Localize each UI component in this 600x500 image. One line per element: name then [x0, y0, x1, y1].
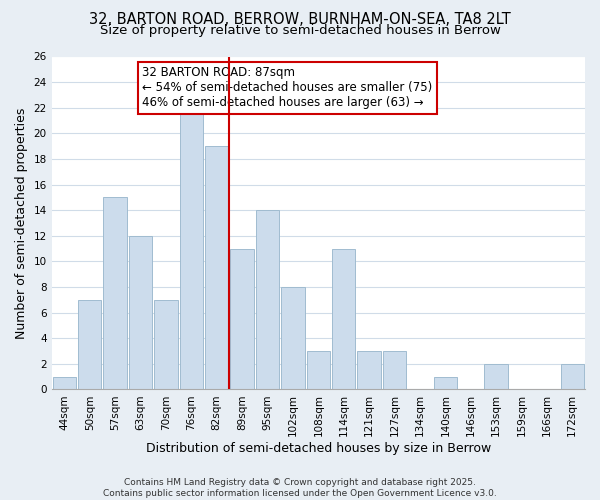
Bar — [358, 351, 381, 390]
Bar — [230, 248, 254, 390]
Bar — [434, 376, 457, 390]
X-axis label: Distribution of semi-detached houses by size in Berrow: Distribution of semi-detached houses by … — [146, 442, 491, 455]
Text: 32, BARTON ROAD, BERROW, BURNHAM-ON-SEA, TA8 2LT: 32, BARTON ROAD, BERROW, BURNHAM-ON-SEA,… — [89, 12, 511, 28]
Bar — [332, 248, 355, 390]
Bar — [383, 351, 406, 390]
Text: 32 BARTON ROAD: 87sqm
← 54% of semi-detached houses are smaller (75)
46% of semi: 32 BARTON ROAD: 87sqm ← 54% of semi-deta… — [142, 66, 433, 110]
Bar — [256, 210, 279, 390]
Bar — [307, 351, 330, 390]
Text: Contains HM Land Registry data © Crown copyright and database right 2025.
Contai: Contains HM Land Registry data © Crown c… — [103, 478, 497, 498]
Bar — [103, 198, 127, 390]
Bar — [484, 364, 508, 390]
Bar — [205, 146, 229, 390]
Bar — [53, 376, 76, 390]
Text: Size of property relative to semi-detached houses in Berrow: Size of property relative to semi-detach… — [100, 24, 500, 37]
Y-axis label: Number of semi-detached properties: Number of semi-detached properties — [15, 108, 28, 338]
Bar — [129, 236, 152, 390]
Bar — [281, 287, 305, 390]
Bar — [154, 300, 178, 390]
Bar — [179, 108, 203, 390]
Bar — [560, 364, 584, 390]
Bar — [78, 300, 101, 390]
